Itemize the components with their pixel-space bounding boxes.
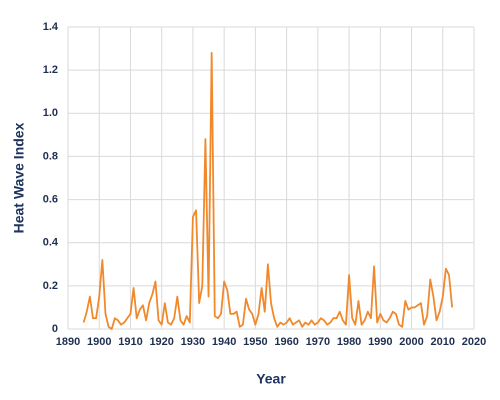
x-tick-label: 1960: [274, 336, 298, 348]
x-tick-label: 1900: [87, 336, 111, 348]
x-tick-label: 1970: [306, 336, 330, 348]
y-tick-label: 1.0: [43, 107, 58, 119]
data-line: [82, 51, 454, 330]
y-tick-label: 0.2: [43, 280, 58, 292]
y-tick-label: 0.4: [43, 237, 59, 249]
x-tick-label: 1910: [118, 336, 142, 348]
y-tick-label: 0.6: [43, 193, 58, 205]
x-tick-label: 2020: [462, 336, 486, 348]
y-axis-title: Heat Wave Index: [11, 122, 27, 233]
x-tick-label: 1940: [212, 336, 236, 348]
x-tick-label: 2000: [399, 336, 423, 348]
x-tick-label: 1980: [337, 336, 361, 348]
x-tick-label: 1930: [181, 336, 205, 348]
x-tick-label: 1920: [149, 336, 173, 348]
y-tick-label: 0: [52, 323, 58, 335]
x-tick-label: 1890: [56, 336, 80, 348]
x-axis-title: Year: [256, 371, 286, 387]
x-tick-label: 1990: [368, 336, 392, 348]
x-tick-label: 2010: [431, 336, 455, 348]
y-tick-label: 1.4: [43, 21, 59, 33]
y-tick-label: 1.2: [43, 64, 58, 76]
y-tick-label: 0.8: [43, 150, 58, 162]
x-tick-label: 1950: [243, 336, 267, 348]
